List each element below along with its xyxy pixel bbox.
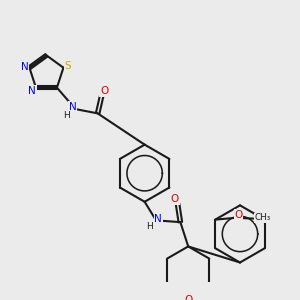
Text: S: S <box>65 61 71 71</box>
Text: CH₃: CH₃ <box>254 213 271 222</box>
Text: H: H <box>146 222 153 231</box>
Text: O: O <box>185 295 193 300</box>
Text: N: N <box>69 102 76 112</box>
Text: O: O <box>234 210 243 220</box>
Text: N: N <box>21 62 28 72</box>
Text: N: N <box>154 214 162 224</box>
Text: O: O <box>100 86 109 96</box>
Text: O: O <box>170 194 179 204</box>
Text: N: N <box>28 85 36 95</box>
Text: H: H <box>63 111 70 120</box>
